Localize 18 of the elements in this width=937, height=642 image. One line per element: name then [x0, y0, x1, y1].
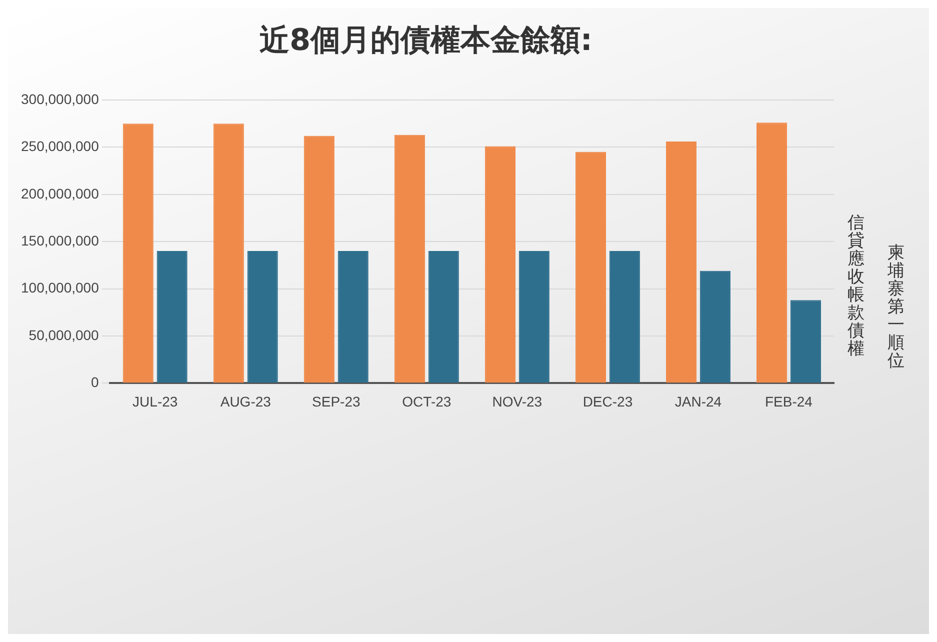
x-tick-label: OCT-23 [402, 393, 452, 410]
y-tick-label: 250,000,000 [20, 138, 100, 154]
text: 柬埔寨第一順位 [886, 242, 904, 371]
y-tick-label: 150,000,000 [20, 232, 100, 248]
x-tick-label: DEC-23 [582, 393, 633, 410]
text: 信貸應收帳款債權 [848, 212, 864, 359]
x-tick-label: JAN-24 [674, 393, 722, 410]
x-tick-label: SEP-23 [312, 393, 360, 410]
y-tick-label: 100,000,000 [20, 280, 100, 296]
chart-title: 近8個月的債權本金餘額: [260, 22, 592, 58]
x-tick-label: JUL-23 [132, 393, 178, 410]
x-tick-label: NOV-23 [492, 393, 542, 410]
y-tick-label: 0 [91, 374, 100, 390]
y-tick-label: 300,000,000 [20, 90, 100, 107]
x-tick-label: FEB-24 [765, 393, 813, 410]
y-tick-label: 50,000,000 [28, 326, 100, 343]
x-tick-label: AUG-23 [220, 393, 272, 410]
y-tick-label: 200,000,000 [20, 185, 100, 202]
